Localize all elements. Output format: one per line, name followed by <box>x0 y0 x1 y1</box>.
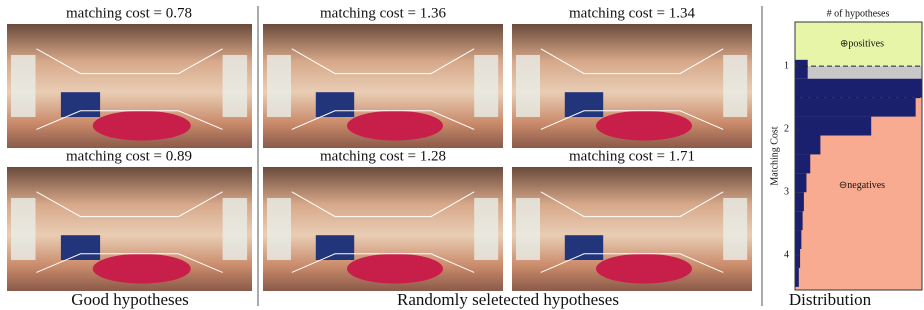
window <box>474 55 498 117</box>
image-title: matching cost = 1.36 <box>320 5 446 21</box>
image-title: matching cost = 1.34 <box>569 5 695 21</box>
window <box>11 198 36 260</box>
window <box>516 198 540 260</box>
image-title: matching cost = 0.89 <box>66 148 192 164</box>
annotation: ⊖negatives <box>839 180 885 191</box>
window <box>723 55 747 117</box>
sofa <box>565 235 603 260</box>
figure: matching cost = 0.78 matching cost = 0.89… <box>0 0 924 310</box>
panel-caption: Good hypotheses <box>71 290 189 309</box>
panel-caption: Randomly seletected hypotheses <box>397 290 619 309</box>
histogram-bar <box>795 154 810 173</box>
histogram-bar <box>795 192 804 211</box>
window <box>267 55 291 117</box>
sofa <box>316 235 354 260</box>
y-tick-label: 1 <box>784 60 789 71</box>
y-tick-label: 4 <box>784 250 789 261</box>
histogram-bar <box>795 136 820 155</box>
histogram-bar <box>795 211 803 230</box>
carpet <box>596 111 692 141</box>
sofa <box>61 235 100 260</box>
window <box>516 55 540 117</box>
y-tick-label: 2 <box>784 123 789 134</box>
carpet <box>596 254 692 284</box>
carpet <box>347 254 443 284</box>
histogram-bar <box>795 173 806 192</box>
window <box>723 198 747 260</box>
histogram-bar <box>795 230 801 249</box>
chart-title: # of hypotheses <box>827 8 890 19</box>
histogram-bar <box>795 98 916 117</box>
histogram-bar <box>795 249 800 268</box>
sofa <box>565 92 603 117</box>
image-title: matching cost = 1.28 <box>320 148 446 164</box>
histogram-bar <box>795 79 922 98</box>
y-axis-label: Matching Cost <box>769 126 780 185</box>
window <box>223 198 248 260</box>
annotation: ⊕positives <box>840 38 884 49</box>
window <box>223 55 248 117</box>
window <box>11 55 36 117</box>
histogram-bar <box>795 268 799 287</box>
window <box>474 198 498 260</box>
carpet <box>93 111 191 141</box>
sofa <box>61 92 100 117</box>
carpet <box>93 254 191 284</box>
histogram-bar <box>795 60 808 79</box>
window <box>267 198 291 260</box>
sofa <box>316 92 354 117</box>
image-title: matching cost = 1.71 <box>569 148 695 164</box>
image-title: matching cost = 0.78 <box>66 5 192 21</box>
panel-caption: Distribution <box>789 290 872 309</box>
histogram-bar <box>795 117 871 136</box>
y-tick-label: 3 <box>784 187 789 198</box>
carpet <box>347 111 443 141</box>
